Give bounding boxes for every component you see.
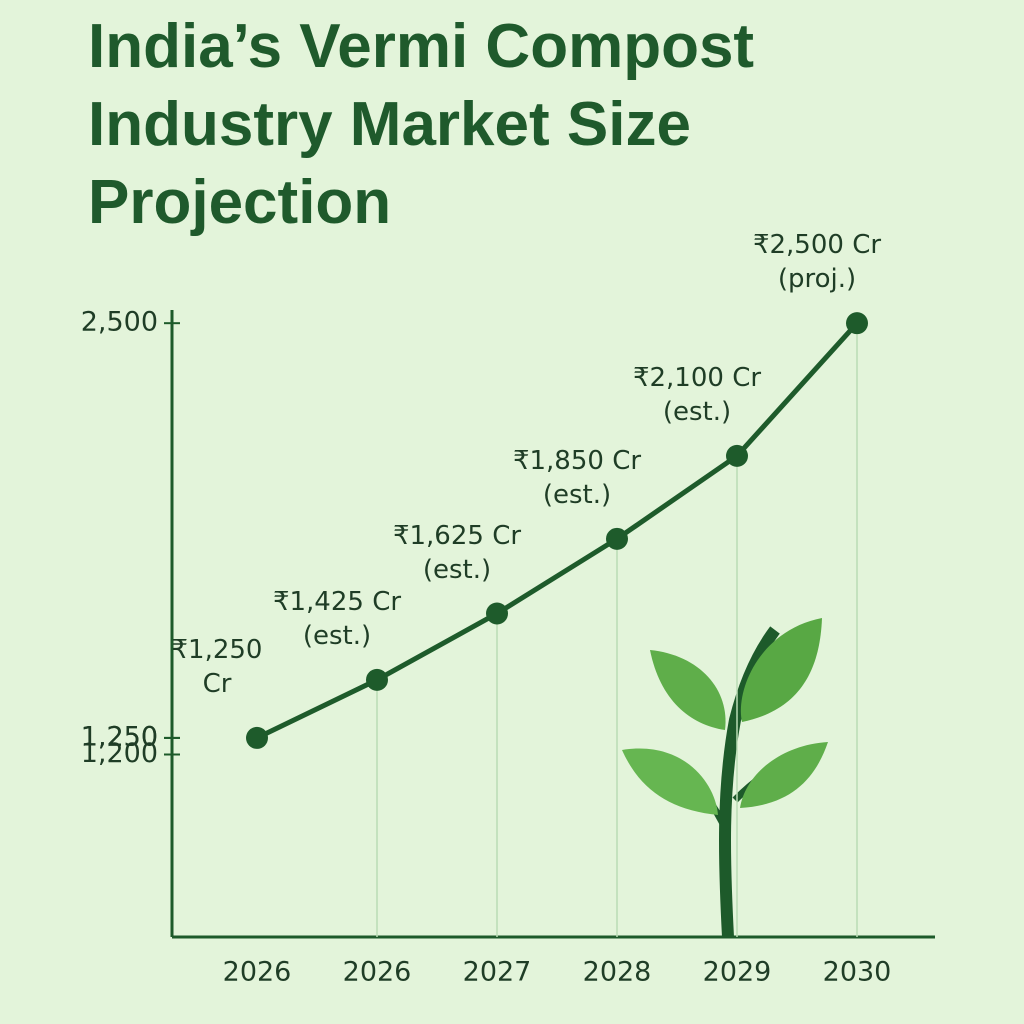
data-point (846, 312, 868, 335)
value-label: ₹2,100 Cr (est.) (632, 362, 762, 427)
plant (622, 618, 828, 938)
x-tick-label: 2030 (823, 957, 892, 988)
value-label: ₹1,625 Cr (est.) (392, 520, 522, 585)
value-label: ₹1,850 Cr (est.) (512, 445, 642, 510)
x-tick-label: 2028 (583, 957, 652, 988)
y-tick-label: 1,250 (81, 721, 158, 752)
x-tick-label: 2026 (343, 957, 412, 988)
data-point (366, 668, 388, 691)
chart-title: India’s Vermi Compost Industry Market Si… (88, 12, 755, 237)
data-point (726, 444, 748, 467)
value-label: ₹1,425 Cr (est.) (272, 586, 402, 651)
y-tick-label: 1,200 (81, 738, 158, 769)
x-tick-label: 2026 (223, 957, 292, 988)
y-tick-label: 1,250 (81, 721, 158, 752)
data-point (246, 726, 268, 749)
x-tick-label: 2029 (703, 957, 772, 988)
value-label: ₹1,250 Cr (171, 634, 263, 699)
value-label: ₹2,500 Cr (proj.) (752, 230, 882, 295)
y-tick-label: 2,500 (81, 307, 158, 338)
data-line (255, 321, 859, 741)
x-tick-label: 2027 (463, 957, 532, 988)
data-point (486, 602, 508, 625)
data-point (606, 527, 628, 550)
